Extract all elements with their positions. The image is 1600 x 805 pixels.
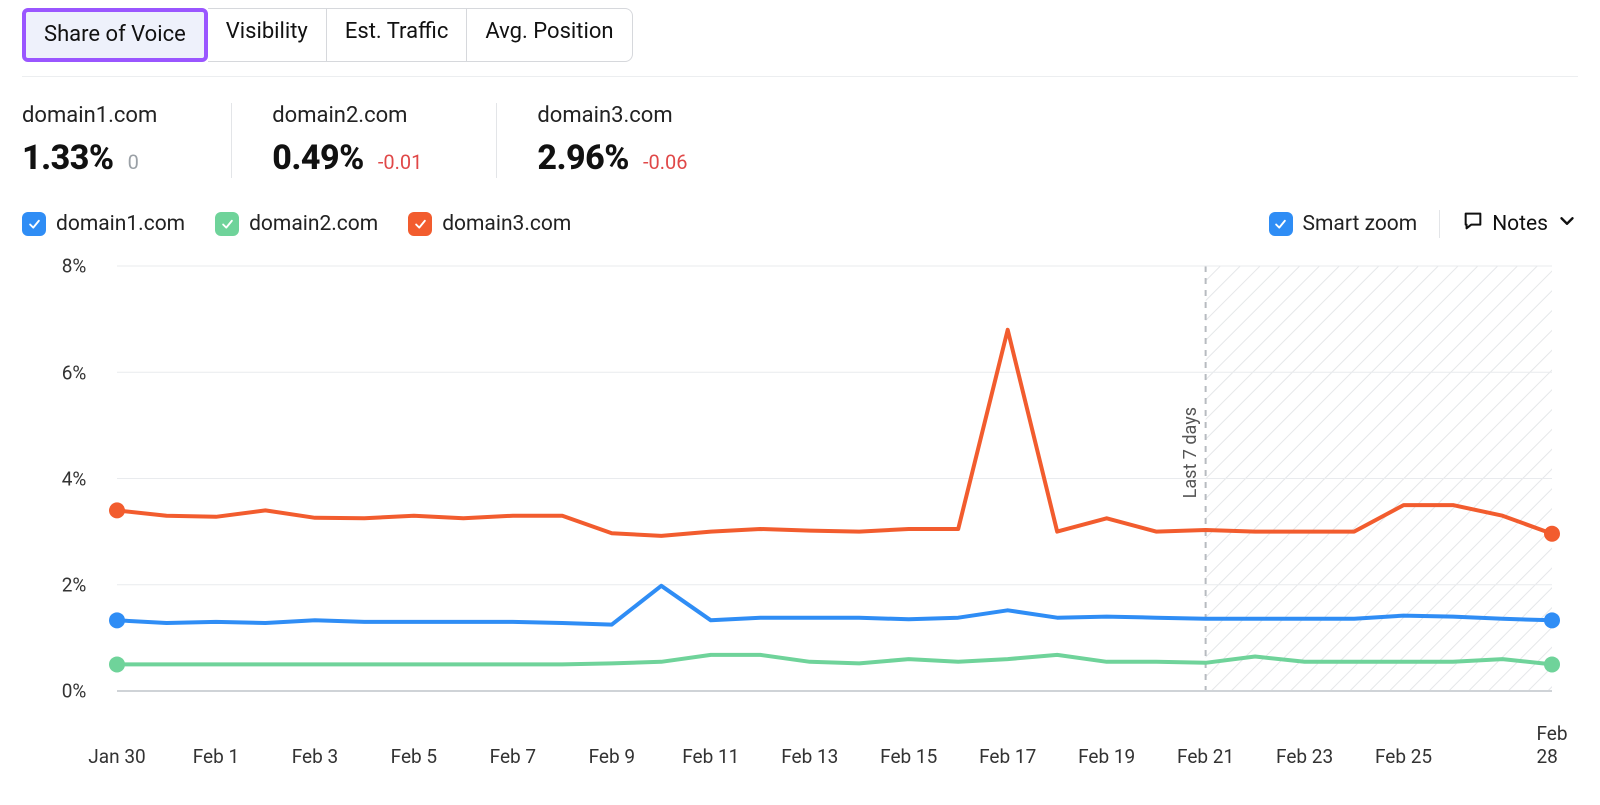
x-tick-label: Feb 23 xyxy=(1276,745,1333,768)
metric-card: domain3.com 2.96% -0.06 xyxy=(496,103,727,178)
metrics-row: domain1.com1.33%0domain2.com0.49%-0.01do… xyxy=(22,103,1578,178)
x-tick-label: Feb 21 xyxy=(1177,745,1234,768)
legend-left: domain1.com domain2.com domain3.com xyxy=(22,212,571,236)
y-tick-label: 0% xyxy=(62,680,87,703)
tab-est-traffic[interactable]: Est. Traffic xyxy=(327,8,468,62)
metric-value: 1.33% xyxy=(22,138,114,178)
chevron-down-icon xyxy=(1556,210,1578,238)
x-tick-label: Feb 3 xyxy=(292,745,338,768)
line-chart: 0%2%4%6%8%Jan 30Feb 1Feb 3Feb 5Feb 7Feb … xyxy=(22,256,1578,764)
x-tick-label: Feb 1 xyxy=(193,745,239,768)
note-icon xyxy=(1462,210,1484,238)
x-tick-label: Feb 25 xyxy=(1375,745,1432,768)
y-tick-label: 4% xyxy=(62,467,87,490)
notes-label: Notes xyxy=(1492,212,1548,236)
legend-row: domain1.com domain2.com domain3.com Smart … xyxy=(22,210,1578,238)
x-tick-label: Jan 30 xyxy=(88,745,145,768)
x-tick-label: Feb 13 xyxy=(781,745,838,768)
checkbox-icon xyxy=(215,212,239,236)
last-7-days-label: Last 7 days xyxy=(1180,407,1201,498)
x-tick-label: Feb 7 xyxy=(490,745,536,768)
checkbox-icon xyxy=(22,212,46,236)
tab-share-of-voice[interactable]: Share of Voice xyxy=(22,8,208,62)
smart-zoom-label: Smart zoom xyxy=(1303,212,1418,236)
legend-item[interactable]: domain2.com xyxy=(215,212,378,236)
y-tick-label: 8% xyxy=(62,255,87,278)
metric-card: domain1.com 1.33% 0 xyxy=(22,103,197,178)
metric-domain: domain3.com xyxy=(537,103,687,128)
checkbox-icon xyxy=(408,212,432,236)
smart-zoom-toggle[interactable]: Smart zoom xyxy=(1269,212,1418,236)
divider xyxy=(22,76,1578,77)
legend-label: domain1.com xyxy=(56,212,185,236)
x-tick-label: Feb 9 xyxy=(589,745,635,768)
x-tick-label: Feb 11 xyxy=(682,745,739,768)
x-tick-label: Feb 5 xyxy=(391,745,437,768)
tab-visibility[interactable]: Visibility xyxy=(208,8,327,62)
metric-domain: domain1.com xyxy=(22,103,157,128)
legend-item[interactable]: domain1.com xyxy=(22,212,185,236)
x-tick-label: Feb 15 xyxy=(880,745,937,768)
legend-right: Smart zoom Notes xyxy=(1269,210,1578,238)
x-tick-label: Feb 17 xyxy=(979,745,1036,768)
notes-dropdown[interactable]: Notes xyxy=(1462,210,1578,238)
metric-value: 0.49% xyxy=(272,138,364,178)
metric-value: 2.96% xyxy=(537,138,629,178)
legend-label: domain3.com xyxy=(442,212,571,236)
metric-tabs: Share of VoiceVisibilityEst. TrafficAvg.… xyxy=(22,8,1578,62)
metric-delta: -0.01 xyxy=(378,150,423,174)
x-tick-label: Feb 19 xyxy=(1078,745,1135,768)
metric-domain: domain2.com xyxy=(272,103,422,128)
separator xyxy=(1439,210,1440,238)
legend-label: domain2.com xyxy=(249,212,378,236)
y-tick-label: 6% xyxy=(62,361,87,384)
tab-avg-position[interactable]: Avg. Position xyxy=(467,8,632,62)
metric-card: domain2.com 0.49% -0.01 xyxy=(231,103,462,178)
metric-delta: 0 xyxy=(128,150,139,174)
checkbox-icon xyxy=(1269,212,1293,236)
metric-delta: -0.06 xyxy=(643,150,688,174)
y-tick-label: 2% xyxy=(62,574,87,597)
x-tick-label: Feb 28 xyxy=(1536,722,1567,768)
legend-item[interactable]: domain3.com xyxy=(408,212,571,236)
